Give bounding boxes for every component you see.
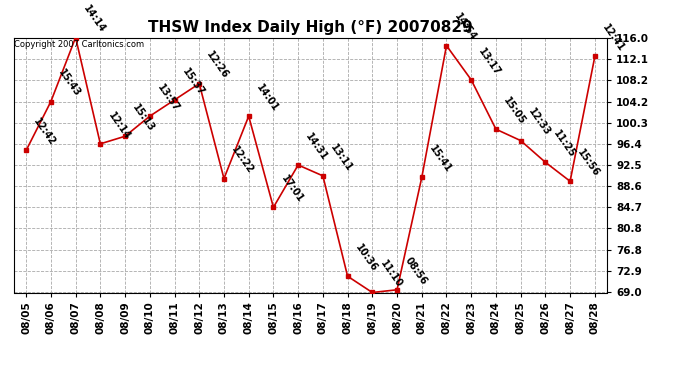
Text: 15:41: 15:41 xyxy=(427,144,453,175)
Text: 14:14: 14:14 xyxy=(81,4,107,35)
Text: 12:22: 12:22 xyxy=(230,145,255,176)
Text: 11:25: 11:25 xyxy=(551,128,577,159)
Text: 08:56: 08:56 xyxy=(402,256,428,287)
Text: 15:56: 15:56 xyxy=(575,147,602,178)
Text: 14:31: 14:31 xyxy=(304,131,330,162)
Text: 12:42: 12:42 xyxy=(32,117,58,148)
Text: Copyright 2007 Carltonics.com: Copyright 2007 Carltonics.com xyxy=(14,40,144,49)
Text: 13:57: 13:57 xyxy=(155,82,181,113)
Text: 13:11: 13:11 xyxy=(328,142,355,173)
Text: 14:54: 14:54 xyxy=(452,12,478,43)
Text: 12:41: 12:41 xyxy=(600,22,627,54)
Text: 12:33: 12:33 xyxy=(526,106,552,138)
Text: 10:36: 10:36 xyxy=(353,242,379,273)
Text: 14:01: 14:01 xyxy=(254,82,280,113)
Text: 11:10: 11:10 xyxy=(378,259,404,290)
Text: 15:05: 15:05 xyxy=(502,95,527,126)
Text: 15:43: 15:43 xyxy=(57,68,82,99)
Text: 12:14: 12:14 xyxy=(106,110,132,141)
Text: 17:01: 17:01 xyxy=(279,173,305,204)
Text: 15:13: 15:13 xyxy=(130,102,157,134)
Text: 12:26: 12:26 xyxy=(205,50,230,81)
Text: 15:37: 15:37 xyxy=(180,66,206,97)
Text: 13:17: 13:17 xyxy=(477,46,503,77)
Title: THSW Index Daily High (°F) 20070829: THSW Index Daily High (°F) 20070829 xyxy=(148,20,473,35)
